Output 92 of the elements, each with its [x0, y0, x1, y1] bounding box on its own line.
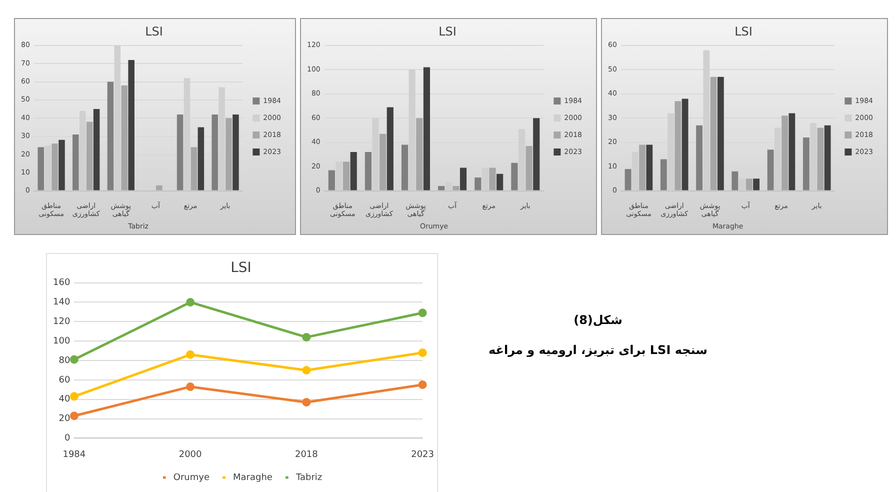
bar [401, 144, 408, 190]
x-tick-label: 2018 [294, 450, 318, 460]
y-tick-label: 60 [58, 375, 70, 386]
bar [732, 171, 738, 190]
bar [802, 137, 810, 190]
bar [107, 82, 114, 190]
point [302, 332, 311, 342]
bar [350, 152, 357, 190]
bar [738, 178, 746, 190]
chart-title: LSI [734, 24, 752, 38]
bar [212, 114, 218, 190]
point [302, 398, 311, 407]
chart-title: LSI [145, 24, 163, 38]
bar [386, 107, 394, 190]
bar [232, 114, 239, 190]
y-tick-label: 120 [52, 316, 70, 327]
bar [632, 152, 638, 190]
bar [788, 113, 796, 190]
bar [817, 128, 824, 190]
x-tick-label: 2023 [411, 450, 434, 460]
bar [336, 162, 342, 190]
bar [782, 116, 788, 190]
bar [44, 145, 51, 190]
bar [674, 101, 682, 190]
bar [343, 162, 350, 190]
point [302, 366, 311, 374]
bar [156, 185, 162, 190]
bar [452, 186, 460, 190]
text: شکل(8) [572, 313, 624, 327]
point [418, 308, 427, 318]
y-tick-label: 160 [52, 278, 70, 288]
legend-label: Tabriz [294, 472, 322, 483]
bar [474, 177, 482, 190]
y-tick-label: 100 [52, 336, 70, 346]
bar [746, 178, 752, 190]
bar [190, 147, 198, 190]
bar [72, 134, 79, 190]
bar [380, 134, 386, 190]
point [418, 380, 427, 390]
bar [38, 147, 44, 190]
bar [364, 152, 372, 190]
bar [482, 168, 488, 190]
bar [624, 168, 632, 190]
bar [639, 144, 646, 190]
point [70, 412, 78, 420]
point [186, 382, 195, 391]
bar [526, 146, 532, 190]
y-tick-label: 140 [52, 298, 70, 308]
point [70, 355, 78, 364]
bar [445, 182, 452, 190]
bar [710, 76, 717, 190]
bar [511, 162, 518, 190]
y-tick-label: 80 [58, 356, 70, 366]
bar [660, 159, 667, 190]
y-tick-label: 40 [58, 394, 70, 405]
bar [226, 118, 232, 190]
bar [58, 140, 65, 190]
bar [423, 67, 430, 190]
bar [121, 85, 128, 190]
bar [496, 174, 504, 190]
text: سنجه LSI برای تبریز، ارومیه و مراغه [488, 343, 708, 357]
legend-label: Orumye [173, 472, 210, 483]
bar [93, 109, 100, 190]
bar [696, 125, 702, 190]
bar [824, 125, 831, 190]
legend-label: Maraghe [233, 472, 273, 483]
bar [416, 118, 423, 190]
bar [438, 186, 445, 190]
bar [767, 150, 774, 190]
bar [753, 178, 760, 190]
bar [460, 168, 467, 190]
y-tick-label: 20 [58, 414, 70, 424]
chart-title: LSI [230, 260, 252, 276]
point [186, 298, 195, 306]
bar [86, 122, 93, 190]
bar [646, 144, 653, 190]
bar [717, 76, 724, 190]
bar [128, 60, 134, 190]
bar [328, 170, 335, 190]
point [418, 348, 427, 357]
bar [198, 127, 204, 190]
y-tick-label: 0 [64, 434, 70, 444]
chart-title: LSI [438, 24, 456, 38]
bar [533, 118, 540, 190]
bar [682, 98, 688, 190]
x-tick-label: 2000 [178, 450, 202, 460]
point [186, 350, 195, 359]
bar [489, 168, 496, 190]
bar [52, 144, 58, 190]
bar [176, 114, 184, 190]
x-tick-label: 1984 [62, 450, 86, 460]
point [70, 392, 78, 401]
